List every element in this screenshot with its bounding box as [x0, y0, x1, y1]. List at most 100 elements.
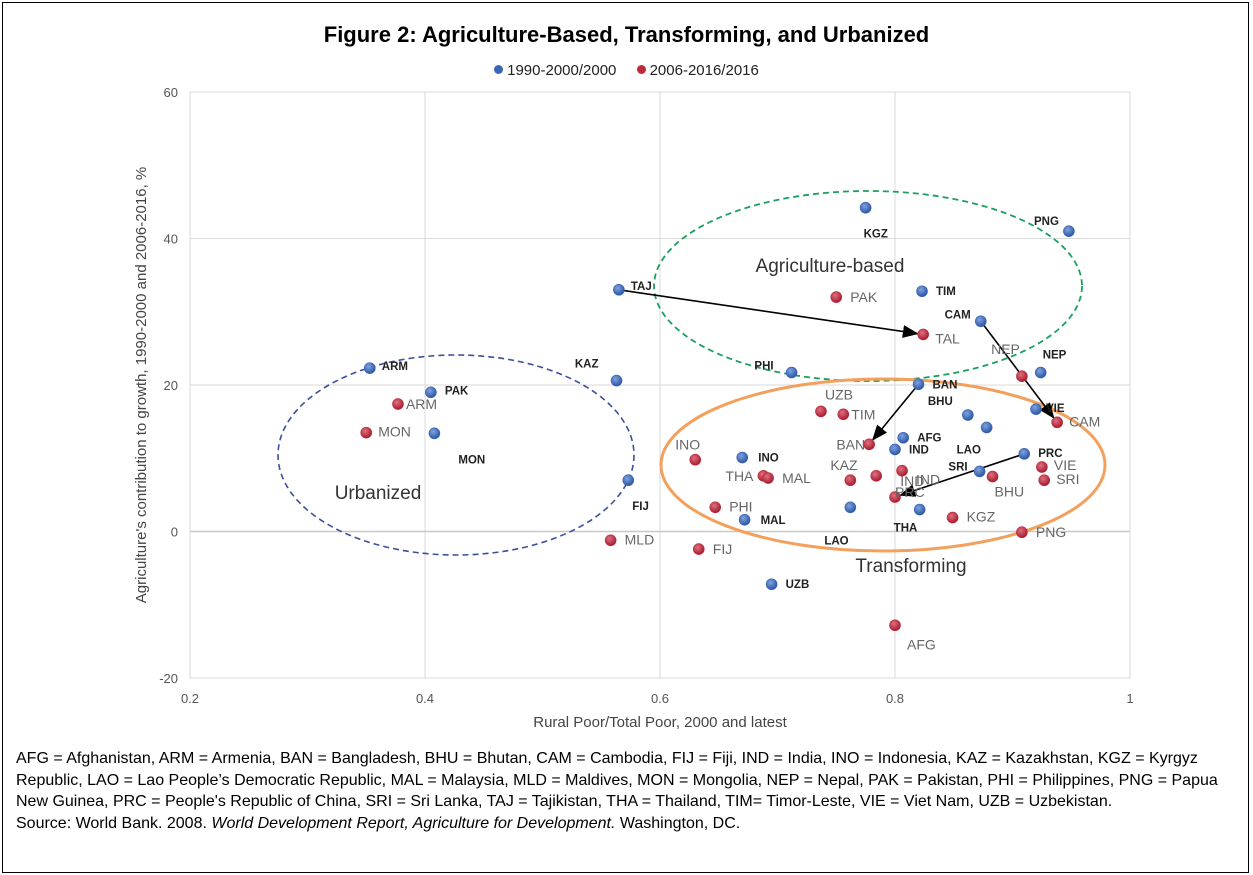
point-2000-fij [622, 474, 635, 487]
point-label-mon: MON [458, 454, 485, 466]
point-2016-vie [1036, 461, 1048, 473]
point-label-prc: PRC [1038, 448, 1062, 460]
point-2000-lao [844, 501, 857, 514]
y-tick-label: 0 [171, 525, 178, 540]
point-labels: ARMPAKMONKAZFIJTAJINOMALUZBPHILAOKGZBANA… [378, 216, 1100, 652]
x-tick-label: 0.2 [181, 691, 199, 706]
point-2016-tal [917, 328, 930, 341]
point-2000-kaz [610, 374, 623, 387]
x-tick-label: 0.6 [651, 691, 669, 706]
source-prefix: Source: World Bank. 2008. [16, 814, 212, 832]
point-label-nep: NEP [1043, 350, 1067, 362]
point-2000-ban [912, 378, 925, 391]
figure-title: Figure 2: Agriculture-Based, Transformin… [323, 22, 930, 47]
point-label-arm: ARM [382, 361, 408, 373]
point-label-kaz: KAZ [575, 359, 599, 371]
point-label-ino: INO [758, 453, 779, 465]
point-label-afg: AFG [917, 433, 941, 445]
point-label-phi: PHI [754, 361, 773, 373]
point-label-ind: IND [900, 473, 924, 489]
point-2000-kgz [859, 201, 872, 214]
point-label-mal: MAL [761, 515, 786, 527]
point-2000-tim [916, 285, 928, 298]
point-2016-mal [762, 472, 774, 484]
point-2016-sri [1038, 474, 1051, 487]
grid-lines [189, 91, 1131, 679]
point-label-tha: THA [894, 523, 918, 535]
point-label-phi: PHI [729, 498, 752, 514]
point-2000-ind [889, 443, 901, 456]
point-2016-bhu [986, 470, 999, 483]
point-2016-cam [1051, 416, 1063, 429]
point-2016-fij [692, 543, 705, 555]
point-label-vie: VIE [1054, 457, 1077, 473]
point-2016-uzb [815, 405, 827, 418]
point-2016-ban [863, 438, 875, 451]
point-2016-kgz [946, 511, 959, 524]
point-label-lao: LAO [824, 535, 848, 547]
point-label-uzb: UZB [825, 386, 853, 402]
point-label-afg: AFG [907, 636, 936, 652]
point-label-tim: TIM [936, 286, 956, 298]
point-2016-kaz [844, 474, 857, 487]
point-2016-ind [870, 470, 883, 482]
point-2016-afg [889, 619, 901, 632]
urbanized-region-label: Urbanized [335, 483, 422, 504]
point-label-nep: NEP [991, 341, 1020, 357]
legend-item-2016: 2006-2016/2016 [636, 62, 759, 79]
trend-arrow [980, 320, 1055, 419]
point-2016-tim [837, 408, 850, 421]
x-tick-label: 0.8 [886, 691, 904, 706]
point-label-ban: BAN [933, 379, 958, 391]
point-label-cam: CAM [1069, 413, 1100, 429]
point-2000-afg [897, 431, 910, 444]
point-2000-cam [974, 315, 987, 328]
point-label-ban: BAN [836, 436, 865, 452]
axes: 0.2 0.4 0.6 0.8 1 -20 0 20 40 60 Rural Poor/Total … [133, 85, 1134, 731]
legend-item-1990: 1990-2000/2000 [494, 62, 616, 79]
point-2000-mal [738, 513, 751, 526]
point-label-tal: TAL [935, 330, 960, 346]
urbanized-region [277, 354, 635, 556]
point-2016-mon [360, 426, 373, 439]
point-label-arm: ARM [406, 396, 437, 412]
abbreviations-note: AFG = Afghanistan, ARM = Armenia, BAN = … [16, 750, 1218, 810]
point-label-bhu: BHU [995, 484, 1025, 500]
point-2016-arm [392, 398, 404, 410]
y-tick-label: 20 [164, 378, 178, 393]
point-label-mal: MAL [782, 470, 811, 486]
legend-marker-1990 [494, 65, 504, 74]
point-2016-prc [889, 491, 901, 503]
y-axis-title: Agriculture's contribution to growth, 19… [133, 167, 150, 603]
point-label-png: PNG [1034, 216, 1059, 228]
point-label-fij: FIJ [632, 501, 649, 513]
point-label-ind: IND [909, 444, 929, 456]
point-2000-png [1063, 225, 1075, 237]
point-2016-nep [1016, 370, 1028, 383]
point-label-uzb: UZB [786, 579, 810, 591]
point-2016-pak [830, 291, 843, 303]
point-2000-bhu [962, 409, 974, 421]
point-label-ind: IND [916, 472, 940, 488]
point-label-mon: MON [378, 424, 411, 440]
agriculture-based-region [653, 190, 1083, 382]
point-2000-sri [973, 465, 986, 478]
legend-label-1990: 1990-2000/2000 [507, 62, 617, 79]
point-2016-ino [689, 453, 702, 466]
legend-label-2016: 2006-2016/2016 [649, 62, 759, 79]
point-2000-mon [428, 427, 441, 440]
point-2000-nep [1034, 366, 1047, 379]
x-tick-label: 0.4 [416, 691, 434, 706]
point-label-ino: INO [675, 437, 700, 453]
transforming-region-label: Transforming [855, 556, 966, 577]
trend-arrow [618, 288, 919, 338]
chart-legend: 1990-2000/2000 2006-2016/2016 [0, 62, 1253, 79]
point-2016-png [1016, 526, 1028, 539]
trend-arrow [899, 453, 1025, 497]
point-label-cam: CAM [945, 309, 971, 321]
trend-arrow [871, 383, 920, 441]
y-tick-label: 40 [164, 232, 178, 247]
point-label-bhu: BHU [928, 396, 953, 408]
point-2000-tha [913, 503, 926, 516]
point-2000-prc [1018, 448, 1031, 460]
